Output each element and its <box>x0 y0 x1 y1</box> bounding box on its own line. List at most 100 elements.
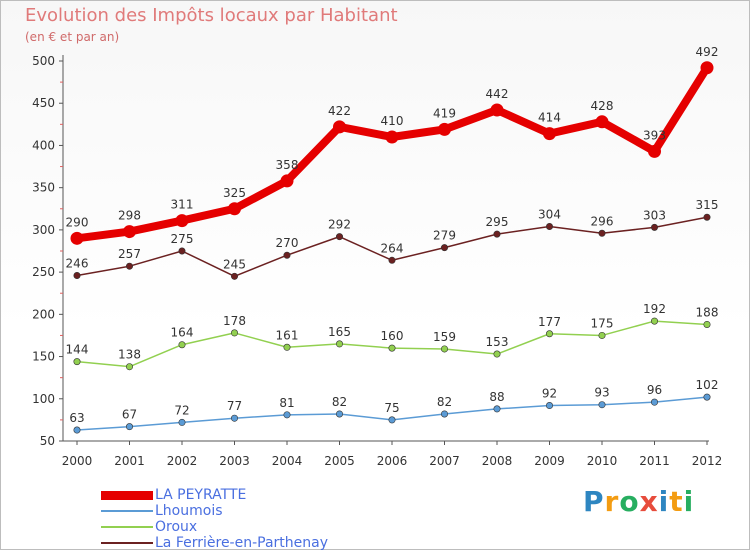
x-tick-label: 2004 <box>272 454 303 468</box>
data-label-la-ferriere-en-parthenay: 304 <box>538 208 561 222</box>
data-point-la-peyratte <box>543 127 556 141</box>
y-tick-label: 500 <box>32 54 55 68</box>
data-label-la-peyratte: 393 <box>643 128 666 142</box>
data-point-la-ferriere-en-parthenay <box>493 230 501 238</box>
data-label-la-ferriere-en-parthenay: 292 <box>328 218 351 232</box>
data-label-oroux: 188 <box>696 305 719 319</box>
data-point-la-ferriere-en-parthenay <box>650 223 658 231</box>
data-point-oroux <box>126 363 134 371</box>
data-point-oroux <box>73 358 81 366</box>
x-tick-label: 2006 <box>377 454 408 468</box>
data-label-la-ferriere-en-parthenay: 296 <box>591 214 614 228</box>
data-label-la-peyratte: 419 <box>433 106 456 120</box>
y-tick-label: 150 <box>32 350 55 364</box>
data-point-la-peyratte <box>333 120 346 134</box>
data-label-lhoumois: 92 <box>542 387 557 401</box>
x-tick-label: 2012 <box>692 454 723 468</box>
legend-item-la-ferriere-en-parthenay: La Ferrière-en-Parthenay <box>101 535 328 551</box>
logo-letter: P <box>583 485 605 518</box>
data-label-oroux: 175 <box>591 316 614 330</box>
data-point-la-ferriere-en-parthenay <box>126 262 134 270</box>
data-point-la-peyratte <box>385 130 399 144</box>
x-tick-label: 2007 <box>429 454 460 468</box>
data-point-lhoumois <box>178 418 186 426</box>
data-label-la-peyratte: 442 <box>486 87 509 101</box>
data-point-la-peyratte <box>490 103 504 117</box>
data-label-la-peyratte: 410 <box>381 114 404 128</box>
proxiti-logo: Proxiti <box>583 485 694 518</box>
legend-swatch-la-ferriere-en-parthenay <box>101 542 153 544</box>
data-label-oroux: 164 <box>171 326 194 340</box>
data-label-la-ferriere-en-parthenay: 245 <box>223 257 246 271</box>
data-point-la-ferriere-en-parthenay <box>283 251 291 259</box>
x-tick-label: 2003 <box>219 454 250 468</box>
data-point-lhoumois <box>545 402 553 410</box>
legend-label-lhoumois: Lhoumois <box>155 503 223 519</box>
chart-title: Evolution des Impôts locaux par Habitant <box>25 5 398 26</box>
data-label-lhoumois: 77 <box>227 399 242 413</box>
data-label-oroux: 138 <box>118 348 141 362</box>
data-point-oroux <box>493 350 501 358</box>
data-label-lhoumois: 63 <box>69 411 84 425</box>
data-point-lhoumois <box>440 410 448 418</box>
logo-letter: r <box>604 485 620 518</box>
data-label-la-ferriere-en-parthenay: 279 <box>433 229 456 243</box>
legend-item-lhoumois: Lhoumois <box>101 503 328 519</box>
logo-letter: t <box>669 485 684 518</box>
legend-label-la-peyratte: LA PEYRATTE <box>155 487 247 503</box>
logo-letter: o <box>619 485 640 518</box>
legend: LA PEYRATTE Lhoumois Oroux La Ferrière-e… <box>101 487 328 551</box>
data-point-lhoumois <box>335 410 343 418</box>
data-label-la-ferriere-en-parthenay: 275 <box>171 232 194 246</box>
data-label-la-peyratte: 325 <box>223 186 246 200</box>
data-point-la-peyratte <box>70 231 84 245</box>
data-label-lhoumois: 93 <box>594 386 609 400</box>
data-point-la-ferriere-en-parthenay <box>388 256 396 264</box>
data-label-lhoumois: 67 <box>122 408 137 422</box>
data-label-la-ferriere-en-parthenay: 295 <box>486 215 509 229</box>
legend-label-la-ferriere-en-parthenay: La Ferrière-en-Parthenay <box>155 535 329 551</box>
legend-item-la-peyratte: LA PEYRATTE <box>101 487 328 503</box>
data-label-oroux: 161 <box>276 328 299 342</box>
data-point-la-ferriere-en-parthenay <box>598 229 606 237</box>
data-point-la-ferriere-en-parthenay <box>178 247 186 255</box>
data-label-oroux: 165 <box>328 325 351 339</box>
data-label-lhoumois: 82 <box>437 395 452 409</box>
data-label-lhoumois: 75 <box>384 401 399 415</box>
data-point-la-ferriere-en-parthenay <box>231 272 239 280</box>
x-tick-label: 2008 <box>482 454 513 468</box>
data-point-la-peyratte <box>595 115 609 129</box>
data-point-oroux <box>650 317 658 325</box>
y-tick-label: 450 <box>32 96 55 110</box>
y-tick-label: 300 <box>32 223 55 237</box>
y-tick-label: 100 <box>32 392 55 406</box>
data-label-lhoumois: 82 <box>332 395 347 409</box>
data-point-lhoumois <box>703 393 711 401</box>
data-point-oroux <box>231 329 239 337</box>
x-tick-label: 2001 <box>114 454 145 468</box>
y-tick-label: 200 <box>32 307 55 321</box>
data-point-lhoumois <box>283 411 291 419</box>
data-label-la-peyratte: 358 <box>276 158 299 172</box>
data-point-lhoumois <box>598 401 606 409</box>
y-tick-label: 250 <box>32 265 55 279</box>
data-label-la-peyratte: 311 <box>171 198 194 212</box>
data-point-la-peyratte <box>438 122 451 136</box>
data-point-lhoumois <box>231 414 239 422</box>
data-point-la-peyratte <box>123 225 136 239</box>
data-label-oroux: 177 <box>538 315 561 329</box>
data-point-lhoumois <box>73 426 81 434</box>
data-point-oroux <box>335 340 343 348</box>
data-label-la-peyratte: 422 <box>328 104 351 118</box>
data-point-lhoumois <box>493 405 501 413</box>
series-line-la-peyratte <box>73 63 711 243</box>
data-point-lhoumois <box>388 416 396 424</box>
data-label-oroux: 153 <box>486 335 509 349</box>
data-label-oroux: 192 <box>643 302 666 316</box>
data-label-la-ferriere-en-parthenay: 257 <box>118 247 141 261</box>
data-point-oroux <box>545 330 553 338</box>
data-label-la-peyratte: 290 <box>66 215 89 229</box>
data-label-la-peyratte: 492 <box>696 45 719 59</box>
data-point-oroux <box>440 345 448 353</box>
